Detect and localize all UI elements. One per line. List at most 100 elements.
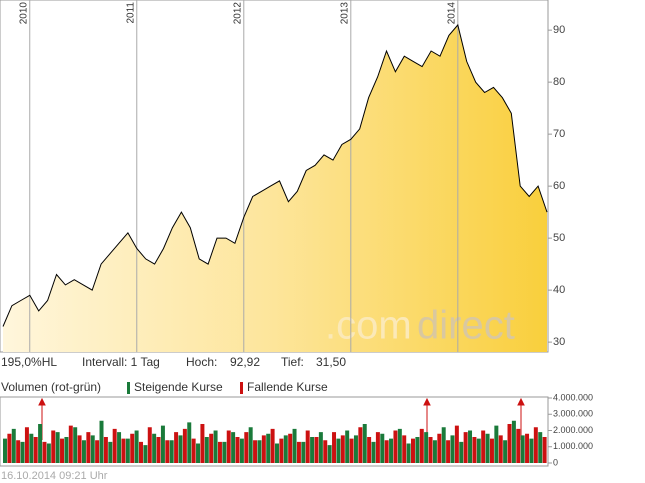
watermark-com: .com — [325, 304, 412, 348]
volume-bar — [437, 433, 442, 463]
volume-bar — [503, 440, 508, 463]
y-tick-label: 80 — [553, 76, 565, 88]
watermark-direct: direct — [417, 304, 515, 348]
volume-bar — [498, 435, 503, 463]
volume-bar — [446, 440, 451, 463]
volume-bar — [349, 438, 354, 463]
info-interval: Intervall: 1 Tag — [82, 355, 160, 369]
x-tick-label: 2011 — [125, 2, 136, 24]
volume-bar — [424, 432, 429, 463]
volume-bar — [196, 443, 201, 463]
volume-bar — [152, 433, 157, 463]
volume-bar — [397, 428, 402, 463]
volume-title: Volumen (rot-grün) — [1, 380, 101, 394]
volume-bar — [130, 433, 135, 463]
x-tick-label: 2012 — [232, 2, 243, 25]
volume-bar — [257, 440, 262, 463]
volume-bar — [165, 440, 170, 463]
volume-bar — [450, 435, 455, 463]
volume-bar — [353, 435, 358, 463]
volume-bar — [3, 438, 7, 463]
volume-bar — [248, 427, 253, 463]
volume-bar — [261, 435, 266, 463]
volume-bar — [323, 440, 328, 463]
volume-bar — [520, 435, 525, 463]
volume-bar — [542, 437, 547, 463]
volume-bar — [476, 438, 481, 463]
volume-bar — [147, 427, 152, 463]
volume-bar — [279, 438, 284, 463]
volume-bar — [191, 438, 196, 463]
volume-bar — [327, 445, 332, 463]
y-tick-label: 2.000.000 — [553, 425, 593, 435]
volume-bar — [125, 438, 130, 463]
volume-bar — [332, 432, 337, 463]
volume-bar — [90, 435, 95, 463]
volume-bar — [121, 438, 126, 463]
volume-bar — [489, 438, 494, 463]
info-low-label: Tief: — [281, 355, 304, 369]
volume-bar — [494, 425, 499, 463]
y-tick-label: 4.000.000 — [553, 392, 593, 402]
volume-bar — [411, 438, 415, 463]
volume-bar — [533, 427, 538, 463]
volume-bar — [428, 437, 433, 463]
volume-bar — [389, 438, 394, 463]
volume-bar — [200, 424, 205, 463]
volume-bar — [60, 438, 65, 463]
volume-bar — [108, 441, 113, 463]
volume-bar — [204, 437, 209, 463]
volume-bar — [314, 437, 319, 463]
volume-bar — [231, 432, 236, 463]
price-area — [3, 25, 547, 352]
y-tick-label: 50 — [553, 232, 565, 244]
volume-bar — [507, 424, 512, 463]
volume-bar — [380, 433, 385, 463]
volume-bar — [16, 440, 21, 463]
y-tick-label: 1.000.000 — [553, 441, 593, 451]
y-tick-label: 90 — [553, 24, 565, 36]
volume-bar — [305, 430, 310, 463]
volume-bar — [139, 441, 143, 463]
volume-bar — [169, 440, 174, 463]
volume-bar — [134, 430, 139, 463]
volume-bar — [367, 437, 372, 463]
info-high-label: Hoch: — [186, 355, 217, 369]
volume-bar — [209, 433, 214, 463]
volume-bar — [81, 440, 86, 463]
volume-bar — [393, 430, 398, 463]
x-tick-label: 2013 — [339, 2, 350, 25]
volume-bar — [99, 420, 104, 463]
volume-bar — [20, 441, 25, 463]
volume-bar — [239, 438, 244, 463]
y-tick-label: 60 — [553, 180, 565, 192]
volume-bar — [182, 428, 187, 463]
volume-bar — [7, 433, 12, 463]
volume-bar — [73, 427, 78, 463]
volume-bar — [275, 443, 279, 463]
volume-bar — [511, 420, 516, 463]
timestamp: 16.10.2014 09:21 Uhr — [1, 470, 108, 482]
volume-bar — [406, 443, 411, 463]
x-tick-label: 2014 — [446, 2, 457, 25]
volume-bar — [516, 428, 521, 463]
volume-bar — [178, 435, 183, 463]
volume-bar — [375, 432, 380, 463]
volume-bar — [432, 440, 437, 463]
volume-bar — [64, 437, 69, 463]
volume-bar — [112, 428, 117, 463]
volume-bar — [253, 440, 258, 463]
volume-bar — [485, 433, 490, 463]
volume-bar — [266, 433, 271, 463]
volume-bar — [283, 435, 288, 463]
volume-bar — [336, 438, 341, 463]
volume-bar — [95, 440, 100, 463]
y-tick-label: 0 — [553, 457, 558, 467]
volume-bar — [525, 433, 530, 463]
volume-bar — [296, 441, 301, 463]
volume-bar — [463, 432, 468, 463]
volume-bar — [288, 433, 293, 463]
info-low: 31,50 — [316, 355, 346, 369]
volume-bar — [538, 432, 543, 463]
volume-bar — [345, 430, 350, 463]
